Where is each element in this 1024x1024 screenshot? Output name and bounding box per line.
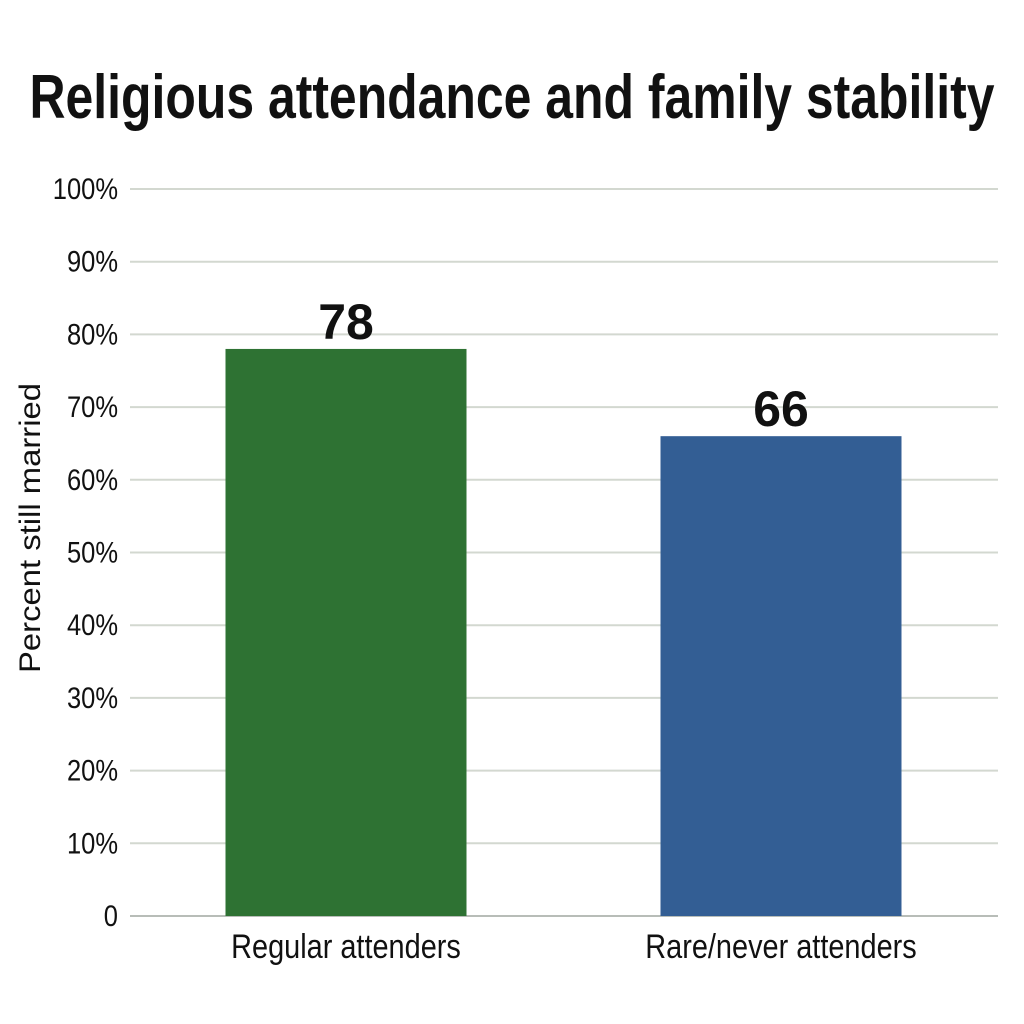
y-tick-label: 70%	[67, 390, 118, 423]
y-axis-label: Percent still married	[14, 383, 47, 673]
y-tick-label: 50%	[67, 536, 118, 569]
x-category-label: Rare/never attenders	[645, 927, 916, 966]
y-tick-label: 40%	[67, 608, 118, 641]
y-axis-ticks: 0 10% 20% 30% 40% 50% 60% 70% 80% 90% 100%	[53, 172, 118, 932]
y-tick-label: 100%	[53, 172, 118, 205]
y-tick-label: 90%	[67, 245, 118, 278]
data-label: 66	[753, 381, 809, 437]
y-tick-label: 80%	[67, 317, 118, 350]
data-label: 78	[318, 294, 374, 350]
x-category-label: Regular attenders	[231, 927, 461, 966]
bar-1	[225, 348, 467, 916]
y-tick-label: 60%	[67, 463, 118, 496]
y-tick-label: 20%	[67, 754, 118, 787]
y-tick-label: 10%	[67, 826, 118, 859]
y-tick-label: 0	[104, 899, 118, 932]
chart-title: Religious attendance and family stabilit…	[30, 63, 995, 132]
y-tick-label: 30%	[67, 681, 118, 714]
bar-2	[660, 436, 902, 916]
bars: 78 Regular attenders 66 Rare/never attender…	[225, 294, 917, 966]
